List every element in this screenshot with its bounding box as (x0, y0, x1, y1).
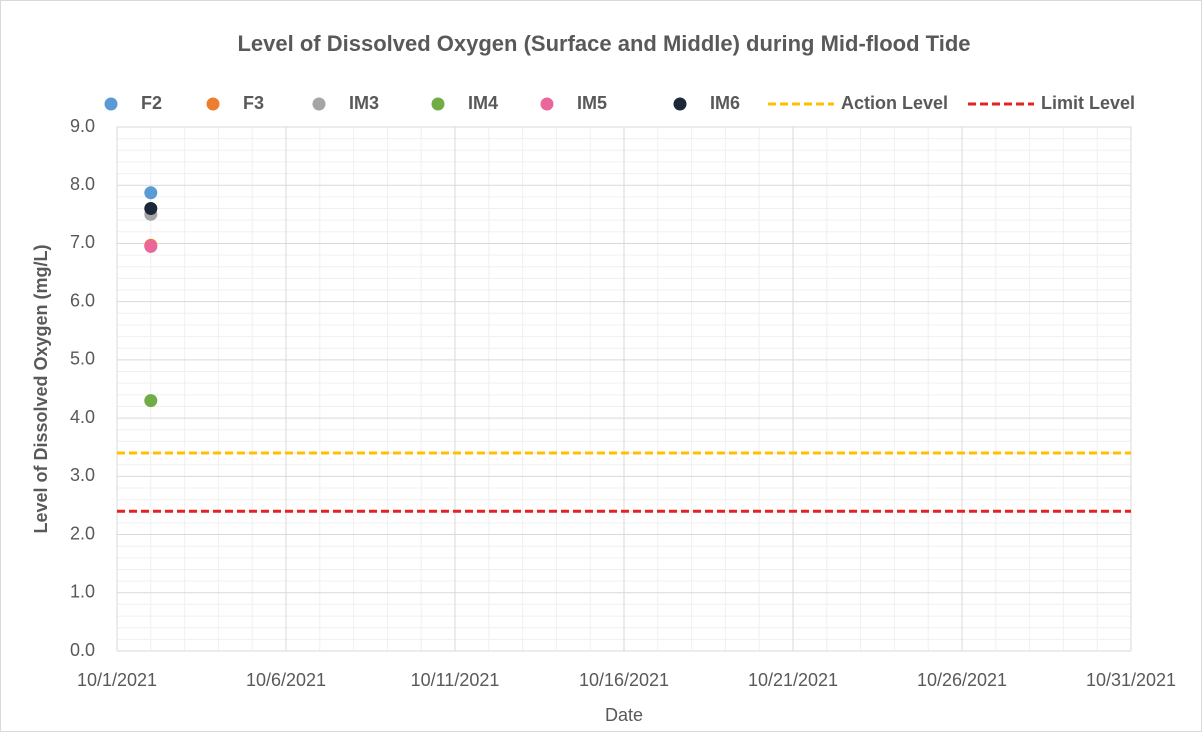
y-tick-label: 5.0 (70, 349, 95, 369)
point (144, 202, 158, 216)
legend-label: IM4 (468, 93, 498, 113)
y-tick-label: 1.0 (70, 582, 95, 602)
y-tick-label: 2.0 (70, 523, 95, 543)
x-tick-label: 10/21/2021 (748, 670, 838, 690)
x-tick-label: 10/6/2021 (246, 670, 326, 690)
legend-marker (104, 97, 118, 111)
x-tick-label: 10/16/2021 (579, 670, 669, 690)
point (144, 394, 158, 408)
legend-marker (540, 97, 554, 111)
y-tick-label: 3.0 (70, 465, 95, 485)
legend-label: F3 (243, 93, 264, 113)
chart-title: Level of Dissolved Oxygen (Surface and M… (237, 31, 970, 56)
x-axis-title: Date (605, 705, 643, 725)
legend-label: Action Level (841, 93, 948, 113)
legend-marker (431, 97, 445, 111)
legend-label: Limit Level (1041, 93, 1135, 113)
legend-marker (206, 97, 220, 111)
point (144, 239, 158, 253)
x-tick-label: 10/26/2021 (917, 670, 1007, 690)
x-tick-label: 10/11/2021 (411, 670, 500, 690)
legend-marker (673, 97, 687, 111)
legend-label: F2 (141, 93, 162, 113)
x-tick-label: 10/1/2021 (77, 670, 157, 690)
x-tick-label: 10/31/2021 (1086, 670, 1176, 690)
y-axis-title: Level of Dissolved Oxygen (mg/L) (31, 244, 51, 533)
y-tick-label: 7.0 (70, 232, 95, 252)
legend-label: IM5 (577, 93, 607, 113)
y-tick-label: 9.0 (70, 116, 95, 136)
y-tick-label: 4.0 (70, 407, 95, 427)
point (144, 186, 158, 200)
y-tick-label: 8.0 (70, 174, 95, 194)
legend-label: IM6 (710, 93, 740, 113)
y-tick-label: 6.0 (70, 290, 95, 310)
legend-label: IM3 (349, 93, 379, 113)
y-tick-label: 0.0 (70, 640, 95, 660)
legend-marker (312, 97, 326, 111)
